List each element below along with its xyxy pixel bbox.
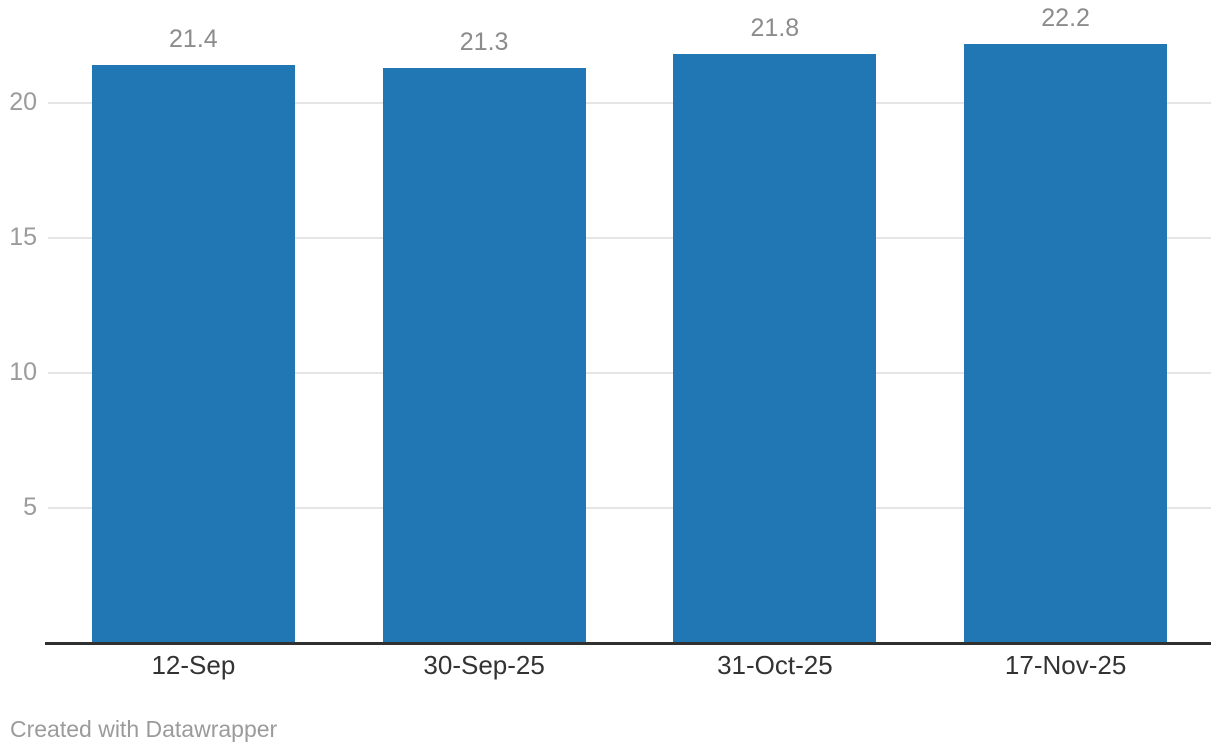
- bar-value-label: 21.3: [459, 27, 509, 56]
- y-tick-label: 20: [9, 88, 37, 116]
- bar[interactable]: [382, 67, 586, 643]
- bar-value-label: 21.4: [169, 25, 218, 54]
- y-tick-label: 5: [23, 493, 37, 521]
- x-tick-label: 31-Oct-25: [717, 650, 833, 680]
- bar-value-label: 22.2: [1041, 3, 1090, 32]
- y-gridline: [48, 507, 1211, 509]
- y-tick-label: 15: [9, 223, 37, 251]
- x-tick-label: 17-Nov-25: [1004, 650, 1127, 680]
- x-axis-line: [45, 642, 1211, 645]
- y-gridline: [48, 102, 1211, 104]
- x-tick-label: 30-Sep-25: [423, 650, 545, 680]
- bar-value-label: 21.8: [750, 14, 800, 43]
- bar[interactable]: [964, 43, 1168, 643]
- y-gridline: [48, 237, 1211, 239]
- y-gridline: [48, 372, 1211, 374]
- bar[interactable]: [673, 54, 877, 643]
- y-tick-label: 10: [9, 358, 37, 386]
- bar[interactable]: [91, 65, 295, 643]
- datawrapper-credit-link[interactable]: Created with Datawrapper: [10, 716, 278, 742]
- x-tick-label: 12-Sep: [151, 650, 236, 680]
